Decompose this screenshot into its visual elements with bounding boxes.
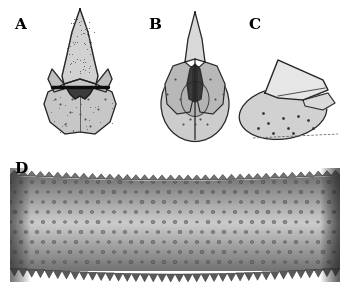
Text: C: C	[248, 18, 260, 32]
Text: A: A	[14, 18, 26, 32]
Text: D: D	[14, 162, 27, 176]
Text: B: B	[148, 18, 161, 32]
